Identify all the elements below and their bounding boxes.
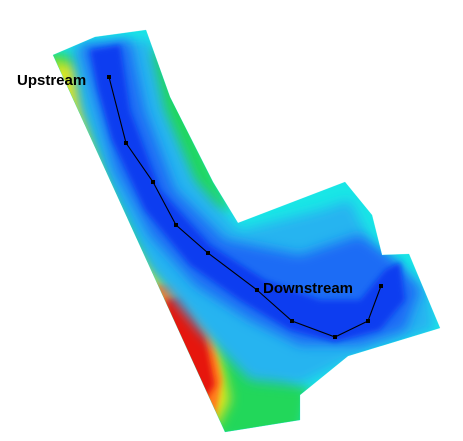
profile-station[interactable] — [333, 335, 337, 339]
upstream-label: Upstream — [17, 72, 86, 89]
profile-station[interactable] — [290, 319, 294, 323]
downstream-label: Downstream — [263, 280, 353, 297]
profile-station[interactable] — [206, 251, 210, 255]
channel-mid — [80, 40, 420, 345]
profile-line — [107, 75, 383, 339]
profile-station[interactable] — [379, 284, 383, 288]
red-bank-left — [165, 295, 215, 400]
profile-station[interactable] — [366, 319, 370, 323]
profile-station[interactable] — [255, 288, 259, 292]
profile-station[interactable] — [151, 180, 155, 184]
profile-station[interactable] — [174, 223, 178, 227]
profile-station[interactable] — [124, 141, 128, 145]
profile-path — [108, 76, 382, 338]
profile-station[interactable] — [107, 75, 111, 79]
domain-edge — [52, 29, 441, 433]
